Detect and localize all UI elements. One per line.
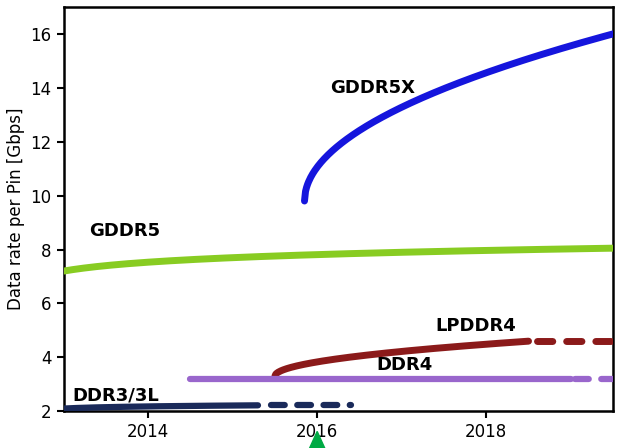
Text: DDR3/3L: DDR3/3L xyxy=(72,387,159,405)
Text: GDDR5X: GDDR5X xyxy=(330,79,415,97)
Text: DDR4: DDR4 xyxy=(376,356,433,374)
Y-axis label: Data rate per Pin [Gbps]: Data rate per Pin [Gbps] xyxy=(7,108,25,310)
Text: LPDDR4: LPDDR4 xyxy=(435,317,516,336)
Text: GDDR5: GDDR5 xyxy=(89,222,160,240)
